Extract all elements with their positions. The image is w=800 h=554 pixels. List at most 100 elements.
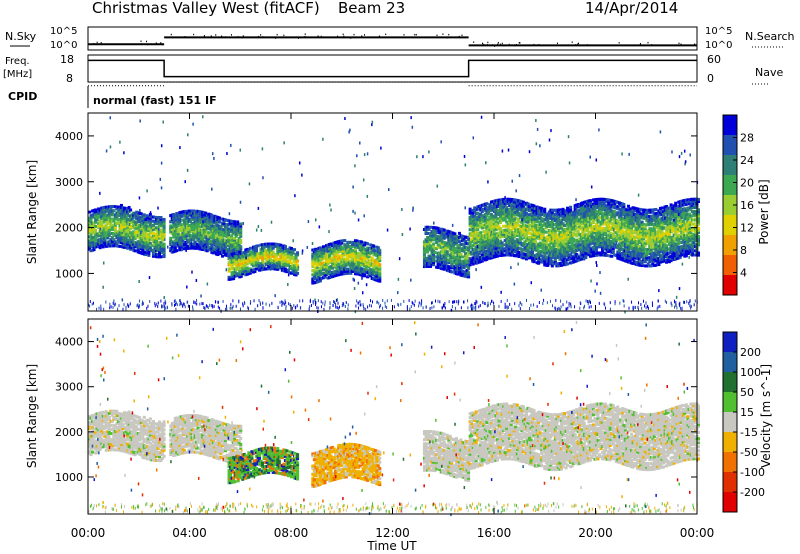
range-gate-cell — [491, 243, 495, 247]
range-gate-cell — [594, 202, 598, 206]
range-gate-cell — [514, 233, 518, 237]
range-gate-cell — [587, 226, 591, 230]
range-gate-cell — [590, 231, 594, 235]
range-gate-cell — [591, 250, 595, 254]
range-gate-cell — [199, 239, 203, 243]
range-gate-cell — [353, 270, 357, 274]
range-gate-cell — [107, 213, 111, 217]
range-gate-cell — [311, 258, 315, 262]
range-gate-cell — [107, 209, 111, 213]
range-gate-cell — [245, 272, 249, 276]
range-gate-cell — [553, 241, 557, 245]
range-gate-cell — [499, 216, 503, 220]
range-gate-cell — [599, 230, 603, 234]
range-gate-cell — [98, 231, 102, 235]
range-gate-cell — [532, 245, 536, 249]
range-gate-cell — [148, 212, 152, 216]
range-gate-cell — [541, 217, 545, 221]
range-gate-cell — [555, 214, 559, 218]
range-gate-cell — [358, 268, 362, 272]
range-gate-cell — [485, 214, 489, 218]
range-gate-cell — [97, 223, 101, 227]
range-gate-cell — [214, 238, 218, 242]
range-gate-cell — [636, 240, 640, 244]
range-gate-cell — [550, 208, 554, 212]
range-gate-cell — [575, 232, 579, 236]
range-gate-cell — [464, 245, 468, 249]
range-gate-cell — [373, 267, 377, 271]
range-gate-cell — [508, 228, 512, 232]
range-gate-cell — [528, 231, 532, 235]
range-gate-cell — [337, 273, 341, 277]
range-gate-cell — [584, 214, 588, 218]
range-gate-cell — [610, 240, 614, 244]
range-gate-cell — [153, 219, 157, 223]
range-gate-cell — [175, 236, 179, 240]
range-gate-cell — [311, 273, 315, 277]
range-gate-cell — [314, 253, 318, 257]
range-gate-cell — [616, 229, 620, 233]
range-gate-cell — [279, 243, 283, 247]
range-gate-cell — [518, 253, 522, 257]
range-gate-cell — [628, 250, 632, 254]
range-gate-cell — [204, 248, 208, 252]
range-gate-cell — [439, 262, 443, 266]
range-gate-cell — [445, 246, 449, 250]
range-gate-cell — [508, 224, 512, 228]
range-gate-cell — [347, 255, 351, 259]
range-gate-cell — [496, 240, 500, 244]
range-gate-cell — [104, 215, 108, 219]
range-gate-cell — [607, 198, 611, 202]
range-gate-cell — [535, 246, 539, 250]
range-gate-cell — [578, 225, 582, 229]
range-gate-cell — [271, 254, 275, 258]
range-gate-cell — [159, 249, 163, 253]
range-gate-cell — [154, 220, 158, 224]
range-gate-cell — [567, 233, 571, 237]
range-gate-cell — [138, 226, 142, 230]
range-gate-cell — [523, 228, 527, 232]
range-gate-cell — [236, 247, 240, 251]
range-gate-cell — [532, 210, 536, 214]
range-gate-cell — [588, 211, 592, 215]
range-gate-cell — [220, 227, 224, 231]
range-gate-cell — [608, 213, 612, 217]
range-gate-cell — [217, 243, 221, 247]
range-gate-cell — [502, 253, 506, 257]
range-gate-cell — [508, 210, 512, 214]
range-gate-cell — [141, 235, 145, 239]
range-gate-cell — [148, 235, 152, 239]
range-gate-cell — [210, 224, 214, 228]
range-gate-cell — [230, 244, 234, 248]
range-gate-cell — [329, 258, 333, 262]
range-gate-cell — [344, 261, 348, 265]
range-gate-cell — [329, 242, 333, 246]
range-gate-cell — [280, 266, 284, 270]
range-gate-cell — [356, 264, 360, 268]
range-gate-cell — [318, 254, 322, 258]
range-gate-cell — [550, 249, 554, 253]
range-gate-cell — [340, 253, 344, 257]
range-gate-cell — [161, 224, 165, 228]
range-gate-cell — [509, 239, 513, 243]
nsky-sample — [618, 42, 620, 44]
range-gate-cell — [550, 216, 554, 220]
range-gate-cell — [323, 263, 327, 267]
range-gate-cell — [135, 235, 139, 239]
range-gate-cell — [129, 235, 133, 239]
range-gate-cell — [492, 249, 496, 253]
range-gate-cell — [196, 234, 200, 238]
range-gate-cell — [422, 263, 426, 267]
nsky-sample — [146, 40, 148, 43]
range-gate-cell — [474, 253, 478, 257]
range-gate-cell — [283, 246, 287, 250]
range-gate-cell — [367, 261, 371, 265]
range-gate-cell — [584, 241, 588, 245]
nsky-sample — [221, 35, 223, 37]
range-gate-cell — [136, 225, 140, 229]
range-gate-cell — [356, 241, 360, 245]
range-gate-cell — [262, 245, 266, 249]
range-gate-cell — [556, 216, 560, 220]
range-gate-cell — [453, 234, 457, 238]
range-gate-cell — [538, 243, 542, 247]
